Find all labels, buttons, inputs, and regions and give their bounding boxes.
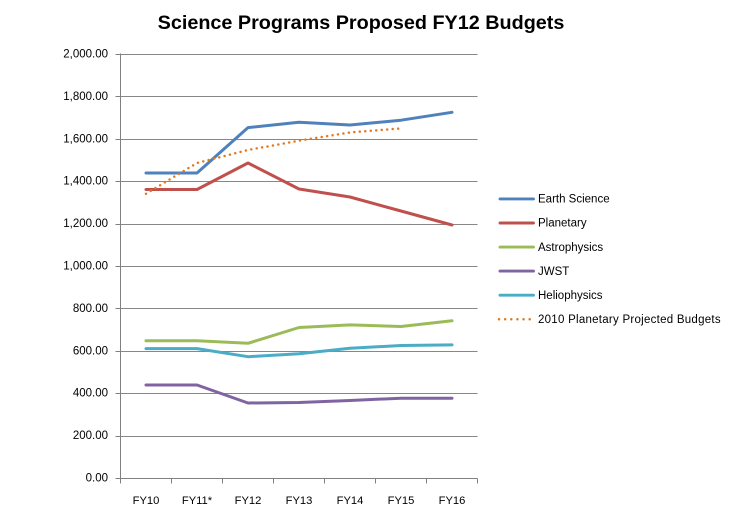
svg-text:1,800.00: 1,800.00 — [63, 91, 108, 103]
svg-text:Heliophysics: Heliophysics — [538, 290, 603, 302]
svg-text:600.00: 600.00 — [73, 345, 108, 357]
svg-text:1,400.00: 1,400.00 — [63, 176, 108, 188]
svg-text:FY11*: FY11* — [182, 495, 213, 507]
svg-text:FY13: FY13 — [286, 495, 313, 507]
svg-text:1,200.00: 1,200.00 — [63, 218, 108, 230]
svg-text:Earth Science: Earth Science — [538, 194, 610, 206]
svg-text:JWST: JWST — [538, 266, 569, 278]
svg-text:1,600.00: 1,600.00 — [63, 133, 108, 145]
svg-text:400.00: 400.00 — [73, 388, 108, 400]
svg-text:1,000.00: 1,000.00 — [63, 261, 108, 273]
svg-text:FY15: FY15 — [388, 495, 415, 507]
svg-text:200.00: 200.00 — [73, 430, 108, 442]
svg-text:0.00: 0.00 — [86, 473, 108, 485]
svg-text:FY12: FY12 — [235, 495, 262, 507]
svg-text:2010 Planetary Projected Budge: 2010 Planetary Projected Budgets — [538, 314, 721, 326]
svg-text:FY14: FY14 — [337, 495, 364, 507]
svg-text:2,000.00: 2,000.00 — [63, 49, 108, 61]
svg-text:Astrophysics: Astrophysics — [538, 242, 603, 254]
svg-text:800.00: 800.00 — [73, 303, 108, 315]
svg-text:FY10: FY10 — [133, 495, 160, 507]
svg-text:FY16: FY16 — [439, 495, 466, 507]
svg-text:Planetary: Planetary — [538, 218, 587, 230]
svg-text:Science Programs Proposed FY12: Science Programs Proposed FY12 Budgets — [158, 12, 565, 34]
